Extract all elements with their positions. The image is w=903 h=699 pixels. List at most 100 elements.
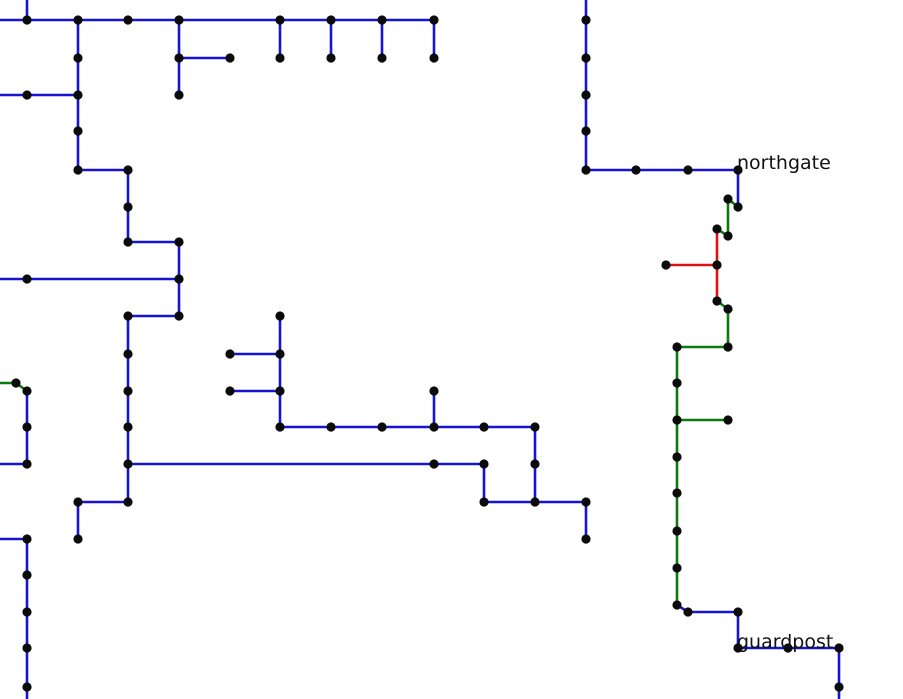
station-node [73,534,83,544]
station-node [712,296,722,306]
station-node [174,15,184,25]
station-node [581,53,591,63]
station-node [672,526,682,536]
station-node [123,422,133,432]
red-network [664,227,719,303]
station-node [429,386,439,396]
station-nodes [11,15,844,692]
station-node [530,422,540,432]
station-node [530,497,540,507]
station-node [581,15,591,25]
station-node [723,415,733,425]
station-node [73,15,83,25]
station-node [672,600,682,610]
green-line-segment [675,299,730,607]
station-node [275,15,285,25]
station-node [683,165,693,175]
station-node [275,311,285,321]
station-node [672,342,682,352]
station-node [581,165,591,175]
blue-line-segment [584,0,740,209]
station-node [123,202,133,212]
station-node [581,497,591,507]
station-node [326,15,336,25]
station-node [73,126,83,136]
station-node [377,15,387,25]
station-node [672,452,682,462]
station-node [22,274,32,284]
station-node [326,422,336,432]
station-node [377,53,387,63]
station-node [429,15,439,25]
station-node [123,311,133,321]
station-node [733,643,743,653]
station-node [22,643,32,653]
station-node [22,682,32,692]
station-node [22,570,32,580]
station-node [429,459,439,469]
station-node [275,53,285,63]
blue-network [0,0,841,699]
station-node [733,607,743,617]
station-node [723,194,733,204]
station-node [672,378,682,388]
station-node [326,53,336,63]
station-node [174,274,184,284]
station-node [631,165,641,175]
station-node [73,90,83,100]
station-node [123,15,133,25]
station-node [22,90,32,100]
station-node [377,422,387,432]
station-node [479,459,489,469]
station-node [479,422,489,432]
station-node [123,497,133,507]
station-node [123,349,133,359]
station-node [123,386,133,396]
station-node [174,311,184,321]
station-node [733,202,743,212]
station-node [225,386,235,396]
station-node [73,53,83,63]
label-guardpost: guardpost [737,631,833,653]
green-line-segment [715,196,740,239]
station-node [22,15,32,25]
station-node [723,231,733,241]
station-node [672,563,682,573]
station-node [73,497,83,507]
station-node [733,165,743,175]
station-node [174,90,184,100]
station-node [581,126,591,136]
station-node [581,90,591,100]
station-node [429,53,439,63]
station-node [712,224,722,234]
station-node [581,534,591,544]
station-node [11,378,21,388]
label-northgate: northgate [737,152,831,174]
station-node [672,415,682,425]
station-node [22,422,32,432]
station-node [275,386,285,396]
station-node [22,459,32,469]
station-node [73,165,83,175]
blue-line-segment [126,462,588,541]
station-node [225,53,235,63]
station-node [723,304,733,314]
station-node [661,260,671,270]
green-network [0,196,740,607]
station-node [834,643,844,653]
station-node [683,607,693,617]
station-node [225,349,235,359]
station-node [275,422,285,432]
blue-line-segment [0,537,29,699]
station-node [275,349,285,359]
station-node [123,237,133,247]
station-node [479,497,489,507]
station-node [22,534,32,544]
station-node [123,459,133,469]
station-node [123,165,133,175]
station-node [712,260,722,270]
station-node [834,682,844,692]
station-node [22,607,32,617]
station-node [174,237,184,247]
